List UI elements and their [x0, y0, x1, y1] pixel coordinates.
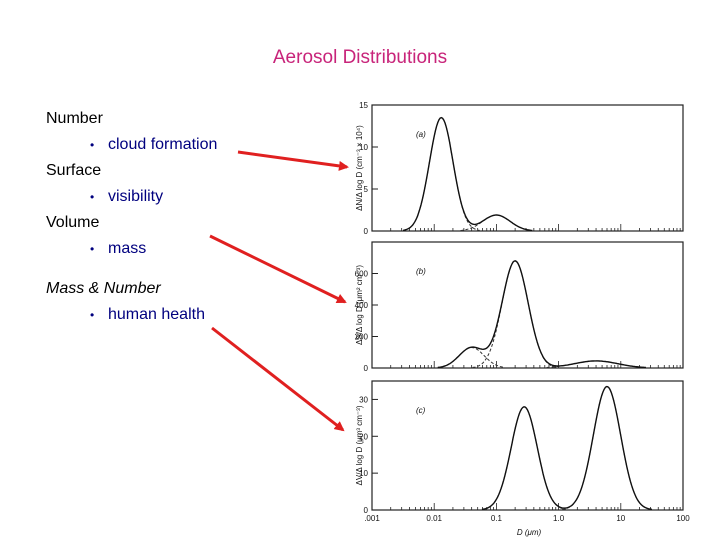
x-tick-label: 100	[676, 514, 690, 523]
x-tick-label: 10	[616, 514, 625, 523]
y-tick-label: 0	[364, 227, 369, 236]
mode-curve-2	[562, 386, 652, 510]
panel-label: (c)	[416, 406, 426, 415]
plot-frame	[371, 104, 684, 232]
y-tick-label: 20	[359, 432, 368, 441]
bullet-mass-and-number: Mass & Number	[46, 280, 161, 297]
mode-curve-2	[472, 260, 558, 368]
x-tick-label: .001	[364, 514, 380, 523]
bullet-volume: Volume	[46, 214, 100, 231]
total-distribution-curve	[437, 260, 646, 369]
y-tick-label: 30	[359, 395, 368, 404]
total-distribution-curve	[481, 385, 653, 511]
sub-bullet-human-health: • human health	[46, 304, 306, 330]
y-tick-label: 400	[355, 301, 369, 310]
x-tick-label: 0.1	[491, 514, 503, 523]
x-axis-label: D (μm)	[517, 528, 542, 537]
bullet-dot: •	[90, 308, 95, 322]
sub-bullet-visibility: • visibility	[46, 186, 306, 212]
y-tick-label: 10	[359, 469, 368, 478]
y-axis-label: ΔN/Δ log D (cm⁻³ × 10⁴)	[355, 125, 364, 211]
mode-curve-1	[403, 117, 480, 231]
y-tick-label: 10	[359, 143, 368, 152]
panel-label: (a)	[416, 130, 426, 139]
y-tick-label: 600	[355, 270, 369, 279]
y-axis-label: ΔV/Δ log D (μm³ cm⁻³)	[355, 405, 364, 485]
bullet-dot: •	[90, 242, 95, 256]
x-tick-label: 0.01	[426, 514, 442, 523]
y-tick-label: 0	[364, 506, 369, 515]
y-tick-label: 15	[359, 101, 368, 110]
y-axis-label: ΔS/Δ log D (μm² cm⁻³)	[355, 265, 364, 345]
arrow-mass-to-panel-c	[211, 326, 345, 432]
y-tick-label: 5	[364, 185, 369, 194]
x-tick-label: 1.0	[553, 514, 565, 523]
bullet-dot: •	[90, 138, 95, 152]
total-distribution-curve	[402, 116, 533, 232]
plot-frame	[371, 241, 684, 369]
plot-frame	[371, 380, 684, 511]
sub-bullet-cloud-formation: • cloud formation	[46, 134, 306, 160]
sub-bullet-mass: • mass	[46, 238, 306, 264]
panel-label: (b)	[416, 267, 426, 276]
mode-curve-2	[460, 214, 533, 231]
bullet-dot: •	[90, 190, 95, 204]
bullet-surface: Surface	[46, 162, 102, 179]
y-tick-label: 0	[364, 364, 369, 373]
mode-curve-3	[546, 360, 646, 368]
mode-curve-1	[481, 406, 566, 510]
bullet-number: Number	[46, 110, 103, 127]
mode-curve-1	[437, 346, 505, 368]
bullet-list: Number • cloud formation Surface • visib…	[46, 108, 306, 330]
y-tick-label: 200	[355, 333, 369, 342]
slide-title: Aerosol Distributions	[272, 47, 448, 68]
